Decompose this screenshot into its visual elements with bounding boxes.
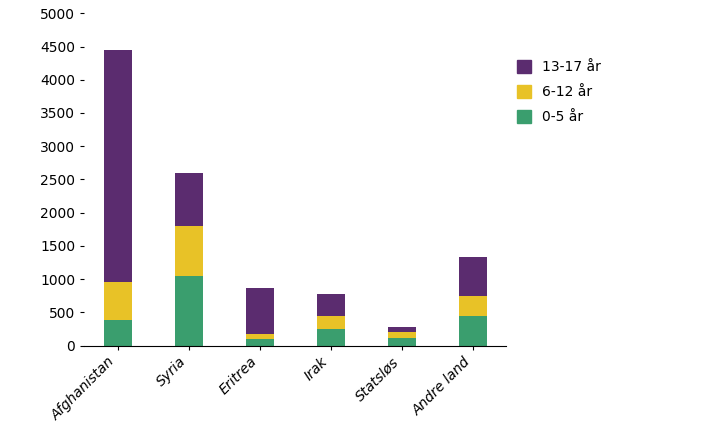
Bar: [316, 315, 345, 329]
Bar: [387, 332, 416, 338]
Bar: [458, 296, 487, 315]
Bar: [174, 226, 203, 276]
Bar: [245, 339, 274, 346]
Bar: [387, 327, 416, 332]
Bar: [174, 173, 203, 226]
Bar: [458, 257, 487, 296]
Bar: [316, 294, 345, 315]
Bar: [458, 315, 487, 346]
Bar: [245, 288, 274, 334]
Bar: [387, 338, 416, 346]
Legend: 13-17 år, 6-12 år, 0-5 år: 13-17 år, 6-12 år, 0-5 år: [517, 60, 601, 124]
Bar: [174, 276, 203, 346]
Bar: [245, 334, 274, 339]
Bar: [103, 50, 132, 283]
Bar: [103, 283, 132, 320]
Bar: [103, 320, 132, 346]
Bar: [316, 329, 345, 346]
